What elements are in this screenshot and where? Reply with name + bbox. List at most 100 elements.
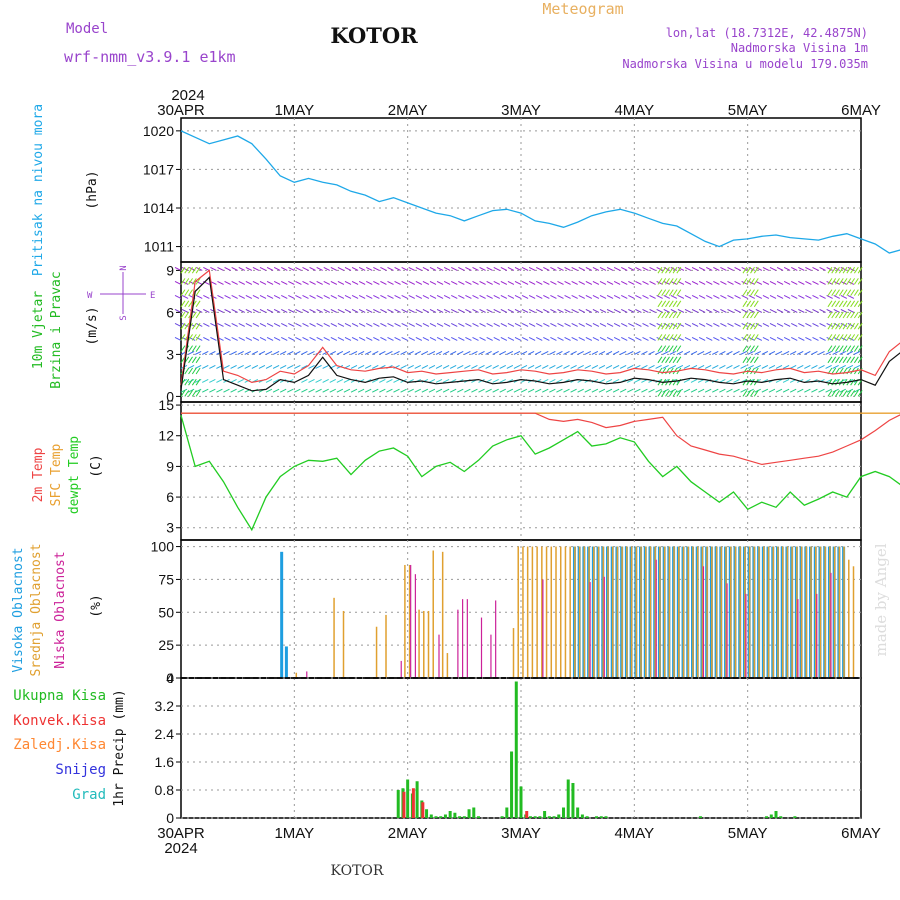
precip-bar: [585, 816, 589, 818]
wind-barb-gust: [753, 289, 759, 296]
cloud-bar: [786, 546, 789, 678]
wind-barb-gust: [838, 300, 844, 308]
wind-barb: [337, 280, 345, 285]
wind-barb: [295, 336, 302, 341]
wind-barb: [684, 322, 692, 327]
wind-barb: [380, 294, 387, 299]
wind-barb: [527, 350, 535, 355]
wind-barb: [713, 322, 720, 327]
wind-barb: [819, 294, 826, 299]
wind-barb-gust: [746, 300, 752, 308]
wind-barb: [380, 322, 387, 327]
wind-barb-gust: [831, 311, 837, 319]
wind-barb: [350, 388, 358, 393]
wind-barb-gust: [842, 300, 848, 308]
wind-barb: [258, 350, 266, 355]
pressure-tick-label: 1011: [144, 239, 174, 255]
wind-barb: [592, 280, 600, 285]
wind-barb: [344, 336, 352, 341]
wind-barb-gust: [842, 390, 848, 397]
wind-barb-gust: [668, 289, 674, 296]
wind-barb: [302, 336, 309, 341]
wind-barb: [805, 280, 812, 285]
wind-barb-gust: [838, 334, 844, 341]
wind-barb: [258, 364, 266, 369]
wind-barb-gust: [657, 266, 663, 274]
precip-bar: [765, 816, 769, 818]
wind-barb: [266, 308, 274, 313]
wind-barb: [798, 336, 805, 341]
wind-barb: [357, 378, 365, 383]
wind-barb: [570, 388, 577, 393]
wind-barb: [698, 308, 706, 313]
wind-barb: [811, 350, 818, 355]
wind-barb-gust: [742, 390, 748, 397]
bottom-date-label: 3MAY: [501, 825, 541, 842]
wind-barb: [591, 364, 599, 369]
wind-barb: [294, 388, 301, 393]
wind-barb: [174, 336, 182, 341]
wind-barb: [486, 294, 493, 299]
precip-bar: [411, 788, 415, 818]
wind-barb: [272, 364, 280, 369]
cloud-bar: [729, 546, 732, 678]
wind-barb: [818, 350, 825, 355]
wind-barb: [302, 280, 309, 285]
wind-barb-gust: [188, 367, 193, 375]
wind-barb: [819, 336, 826, 341]
precip-bar: [510, 751, 514, 818]
wind-barb-gust: [184, 322, 190, 330]
wind-barb: [783, 308, 791, 313]
precip-bar: [793, 816, 797, 818]
wind-barb-gust: [857, 300, 863, 308]
wind-barb: [677, 294, 685, 299]
wind-barb: [465, 266, 472, 271]
wind-barb-gust: [827, 311, 833, 319]
wind-barb-gust: [676, 390, 682, 397]
wind-barb: [514, 336, 522, 341]
wind-barb: [492, 350, 499, 355]
wind-barb: [486, 308, 493, 313]
wind-barb: [606, 322, 614, 327]
cloud-bar: [522, 546, 524, 678]
wind-barb: [465, 308, 472, 313]
wind-barb: [642, 322, 649, 327]
wind-barb: [754, 364, 761, 369]
wind-barb: [458, 308, 465, 313]
wind-barb: [238, 280, 245, 285]
wind-barb: [642, 308, 649, 313]
wind-barb-gust: [835, 266, 840, 274]
wind-barb: [726, 388, 733, 393]
wind-barb-gust: [672, 322, 678, 330]
temp-title-2: SFC Temp: [49, 444, 64, 507]
wind-barb: [443, 280, 451, 285]
wind-barb-gust: [676, 334, 682, 341]
wind-barb-gust: [827, 322, 833, 330]
wind-barb: [506, 364, 514, 369]
wind-barb: [217, 308, 224, 313]
wind-barb: [768, 364, 776, 369]
wind-barb: [449, 350, 457, 355]
cloud-bar: [852, 566, 855, 678]
wind-barb: [812, 308, 819, 313]
cloud-bar: [284, 646, 288, 678]
wind-barb-gust: [850, 378, 856, 386]
wind-barb-gust: [665, 390, 670, 397]
wind-barb: [259, 308, 267, 313]
wind-barb: [826, 322, 833, 327]
wind-barb: [520, 388, 528, 393]
wind-barb: [704, 388, 712, 393]
wind-barb: [642, 266, 649, 271]
wind-barb: [571, 266, 578, 271]
wind-barb: [358, 266, 366, 271]
wind-barb: [811, 364, 818, 369]
wind-barb: [528, 266, 536, 271]
wind-barb: [550, 266, 557, 271]
wind-barb: [316, 294, 323, 299]
wind-barb: [791, 308, 798, 313]
wind-barb: [408, 280, 415, 285]
wind-barb: [591, 388, 599, 393]
wind-barb: [315, 364, 322, 369]
cloud-bar: [466, 599, 468, 678]
wind-barb-gust: [750, 311, 755, 319]
